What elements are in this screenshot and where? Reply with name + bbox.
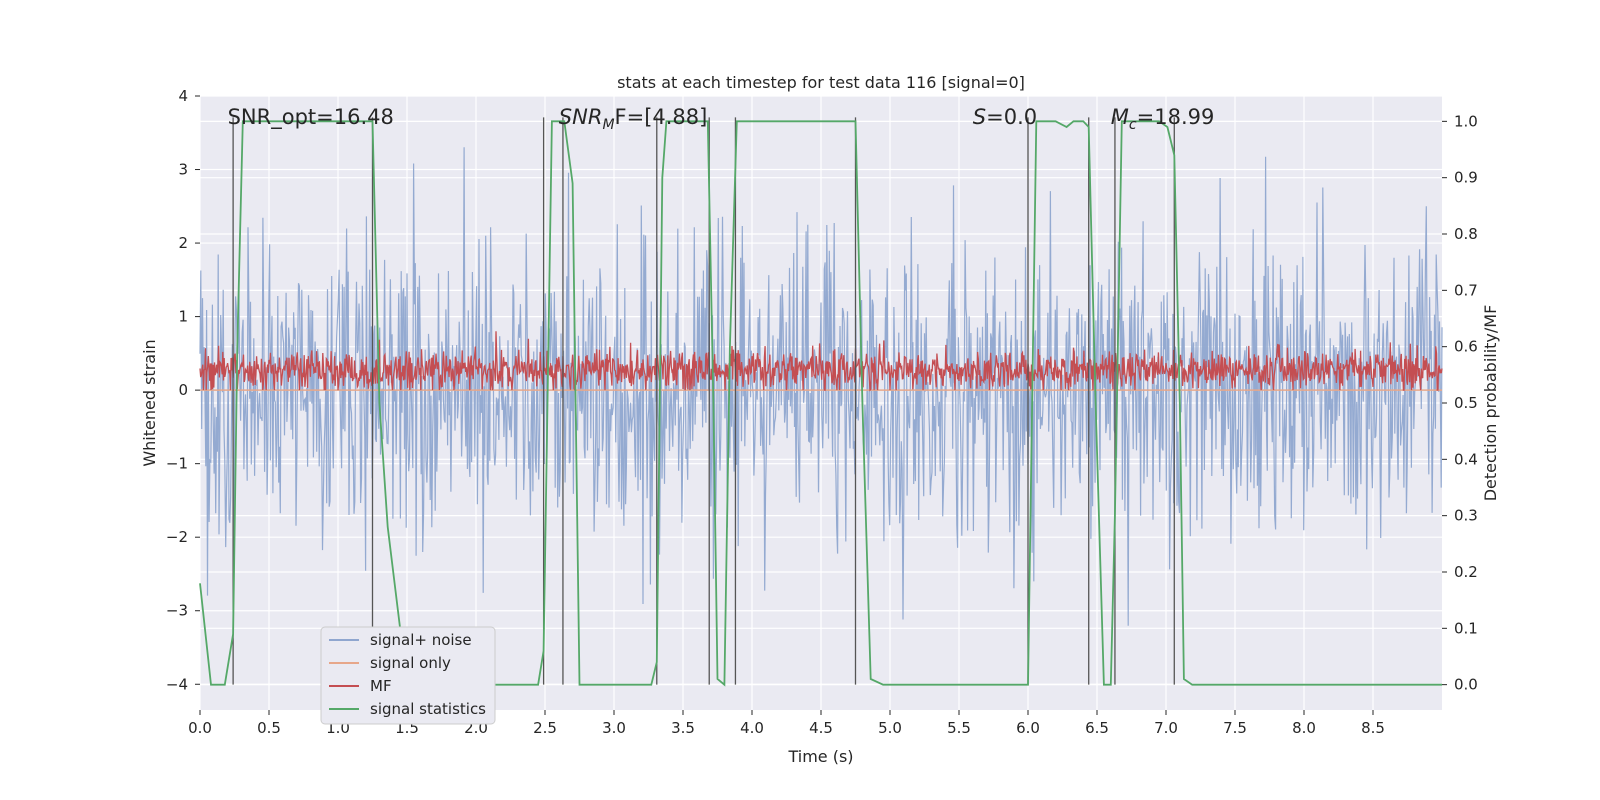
axis-ticks: 0.0 0.5 1.0 1.5 2.0 2.5 3.0 3.5 4.0 4.5 5.0 5.5 6.0 6…: [166, 87, 1478, 737]
signal-statistics-line: [199, 120, 1442, 687]
x-tick-label: 4.5: [809, 719, 833, 737]
y-tick-label-right: 0.3: [1454, 507, 1478, 525]
signal-statistics-series: [199, 120, 1442, 687]
y-tick-label-right: 0.9: [1454, 169, 1478, 187]
x-tick-label: 8.0: [1292, 719, 1316, 737]
legend-label-mf: MF: [370, 677, 392, 695]
annotation-text: SNR_opt=16.48: [228, 105, 394, 130]
x-tick-label: 6.0: [1016, 719, 1040, 737]
y-axis-label-left: Whitened strain: [140, 339, 159, 466]
y-tick-label-left: 1: [178, 308, 188, 326]
annotation-text: Mc=18.99: [1111, 105, 1215, 133]
y-tick-label-right: 0.0: [1454, 676, 1478, 694]
y-axis-label-right: Detection probability/MF: [1481, 305, 1500, 502]
y-tick-label-left: 0: [178, 381, 188, 399]
y-tick-label-right: 1.0: [1454, 112, 1478, 130]
signal-noise-line: [199, 147, 1443, 626]
y-tick-label-left: −1: [166, 455, 188, 473]
x-tick-label: 7.0: [1154, 719, 1178, 737]
signal-noise-series: [199, 147, 1443, 626]
y-tick-label-right: 0.7: [1454, 281, 1478, 299]
x-tick-label: 8.5: [1361, 719, 1385, 737]
y-tick-label-left: −3: [166, 602, 188, 620]
annotation-text: SNRMF=[4.88]: [559, 105, 708, 133]
chart-title: stats at each timestep for test data 116…: [617, 73, 1025, 92]
legend-box: [320, 626, 496, 725]
y-tick-label-right: 0.2: [1454, 563, 1478, 581]
x-tick-label: 4.0: [740, 719, 764, 737]
legend-label-signal-noise: signal+ noise: [370, 631, 472, 649]
legend: signal+ noise signal only MF signal stat…: [320, 626, 496, 725]
x-axis-label: Time (s): [787, 747, 853, 766]
x-tick-label: 0.0: [188, 719, 212, 737]
legend-label-signal-statistics: signal statistics: [370, 700, 486, 718]
y-tick-label-left: 2: [178, 234, 188, 252]
x-tick-label: 5.0: [878, 719, 902, 737]
annotations: SNR_opt=16.48 SNRMF=[4.88] S=0.0 Mc=18.99: [228, 105, 1215, 133]
y-tick-label-left: −4: [166, 675, 188, 693]
x-tick-label: 6.5: [1085, 719, 1109, 737]
legend-label-signal-only: signal only: [370, 654, 451, 672]
y-tick-label-left: 4: [178, 87, 188, 105]
x-tick-label: 7.5: [1223, 719, 1247, 737]
y-tick-label-right: 0.1: [1454, 619, 1478, 637]
mf-line: [199, 331, 1443, 392]
y-tick-label-left: −2: [166, 528, 188, 546]
annotation-text: S=0.0: [973, 105, 1037, 129]
mf-series: [199, 331, 1443, 392]
y-tick-label-right: 0.8: [1454, 225, 1478, 243]
x-tick-label: 3.5: [671, 719, 695, 737]
y-tick-label-right: 0.5: [1454, 394, 1478, 412]
y-tick-label-left: 3: [178, 161, 188, 179]
x-tick-label: 3.0: [602, 719, 626, 737]
x-tick-label: 0.5: [257, 719, 281, 737]
x-tick-label: 5.5: [947, 719, 971, 737]
y-tick-label-right: 0.6: [1454, 338, 1478, 356]
x-tick-label: 2.5: [533, 719, 557, 737]
y-tick-label-right: 0.4: [1454, 450, 1478, 468]
